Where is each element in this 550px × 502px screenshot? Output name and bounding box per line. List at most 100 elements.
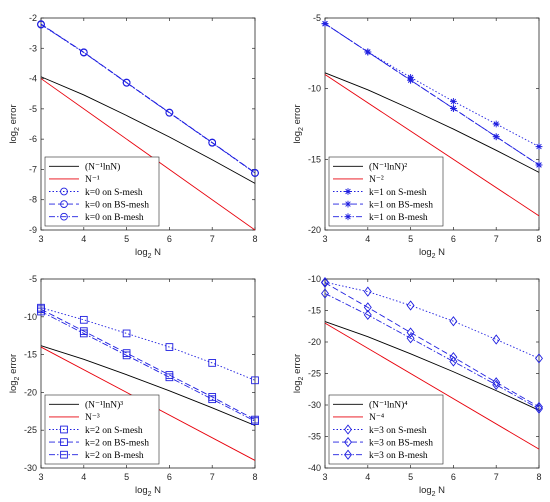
y-tick-label: -8: [29, 195, 37, 205]
legend-entry: N⁻¹: [85, 175, 100, 185]
data-point: [37, 307, 45, 316]
data-point: [363, 309, 372, 321]
x-tick-label: 7: [210, 234, 215, 244]
y-tick-label: -25: [308, 369, 321, 379]
series-line: [40, 76, 256, 184]
legend: (N⁻¹lnN)⁴ N⁻⁴ k=3 on S-mesh k=3 on BS-mesh k…: [328, 394, 444, 465]
x-tick-label: 5: [124, 472, 129, 482]
data-point: [535, 401, 543, 413]
series-line: [324, 72, 540, 173]
x-tick-label: 8: [536, 472, 541, 482]
legend-entry: (N⁻¹lnN)³: [85, 400, 123, 411]
y-tick-label: -40: [308, 463, 321, 473]
series-line: [324, 322, 540, 450]
x-tick-label: 4: [365, 472, 370, 482]
data-point: [449, 356, 458, 367]
y-tick-label: -5: [29, 104, 37, 114]
data-point: [363, 302, 372, 313]
data-point: [492, 133, 500, 141]
data-point: [492, 334, 501, 345]
x-tick-label: 3: [322, 472, 327, 482]
y-tick-label: -15: [24, 350, 37, 360]
y-tick-label: -30: [24, 463, 37, 473]
legend-entry: k=3 on S-mesh: [369, 426, 427, 436]
legend: (N⁻¹lnN) N⁻¹ k=0 on S-mesh k=0 on BS-mesh k=…: [44, 156, 160, 227]
y-tick-label: -7: [29, 164, 37, 174]
data-point: [165, 373, 174, 382]
x-tick-label: 3: [322, 234, 327, 244]
series-line: [40, 23, 256, 174]
legend-marker: [344, 424, 352, 435]
data-point: [208, 395, 217, 404]
series-line: [40, 345, 256, 426]
x-tick-label: 7: [494, 472, 499, 482]
data-point: [79, 329, 88, 338]
legend-entry: N⁻⁴: [369, 413, 385, 423]
x-tick-label: 5: [408, 472, 413, 482]
x-tick-label: 7: [210, 472, 215, 482]
y-tick-label: -10: [308, 274, 321, 284]
y-tick-label: -15: [308, 306, 321, 316]
data-point: [251, 417, 259, 425]
chart-panel: 3 4 5 6 7 8 -20 -15 -10 -5 log2 N log2 error (N⁻¹lnN…: [292, 13, 543, 260]
legend: (N⁻¹lnN)³ N⁻³ k=2 on S-mesh k=2 on BS-mesh k…: [44, 394, 160, 465]
legend-marker: [344, 188, 352, 195]
legend-entry: k=0 on B-mesh: [85, 213, 144, 223]
y-tick-label: -10: [24, 312, 37, 322]
legend-entry: (N⁻¹lnN): [85, 162, 120, 173]
x-tick-label: 6: [451, 234, 456, 244]
x-axis-label: log2 N: [135, 247, 161, 260]
series-line: [324, 293, 540, 410]
data-point: [449, 316, 458, 327]
data-point: [208, 359, 217, 367]
data-point: [363, 286, 372, 297]
x-tick-label: 6: [451, 472, 456, 482]
data-point: [406, 327, 415, 338]
y-tick-label: -20: [24, 387, 37, 397]
y-tick-label: -9: [29, 225, 37, 235]
x-axis-label: log2 N: [419, 485, 445, 498]
x-tick-label: 8: [252, 234, 257, 244]
x-tick-label: 4: [81, 472, 86, 482]
x-axis-label: log2 N: [135, 485, 161, 498]
y-tick-label: -20: [308, 337, 321, 347]
y-axis-label: log2 error: [8, 354, 21, 393]
x-tick-label: 5: [124, 234, 129, 244]
data-point: [208, 138, 217, 147]
y-tick-label: -10: [308, 84, 321, 94]
data-point: [406, 300, 415, 311]
legend-entry: k=2 on B-mesh: [85, 451, 144, 461]
data-point: [450, 97, 457, 105]
legend-marker: [344, 213, 352, 221]
x-tick-label: 4: [365, 234, 370, 244]
y-tick-label: -20: [308, 225, 321, 235]
data-point: [79, 315, 88, 324]
series-line: [324, 321, 540, 411]
x-tick-label: 3: [38, 234, 43, 244]
y-axis-label: log2 error: [8, 104, 21, 143]
legend-marker: [60, 200, 68, 208]
x-axis-label: log2 N: [419, 247, 445, 260]
data-point: [535, 403, 543, 414]
y-tick-label: -5: [313, 13, 321, 23]
y-tick-label: -5: [29, 274, 37, 284]
legend-entry: k=2 on S-mesh: [85, 426, 143, 436]
data-point: [79, 48, 88, 57]
x-tick-label: 3: [38, 472, 43, 482]
data-point: [251, 376, 259, 385]
y-tick-label: -25: [24, 425, 37, 435]
series-line: [324, 282, 540, 408]
x-tick-label: 6: [167, 234, 172, 244]
data-point: [492, 377, 501, 388]
series-line: [40, 311, 256, 422]
data-point: [122, 351, 131, 360]
x-tick-label: 5: [408, 234, 413, 244]
y-tick-label: -6: [29, 134, 37, 144]
legend-entry: k=2 on BS-mesh: [85, 438, 149, 448]
series-line: [40, 78, 256, 231]
legend-entry: k=1 on S-mesh: [369, 188, 427, 198]
series-line: [324, 74, 540, 217]
x-tick-label: 7: [494, 234, 499, 244]
data-point: [364, 48, 372, 56]
